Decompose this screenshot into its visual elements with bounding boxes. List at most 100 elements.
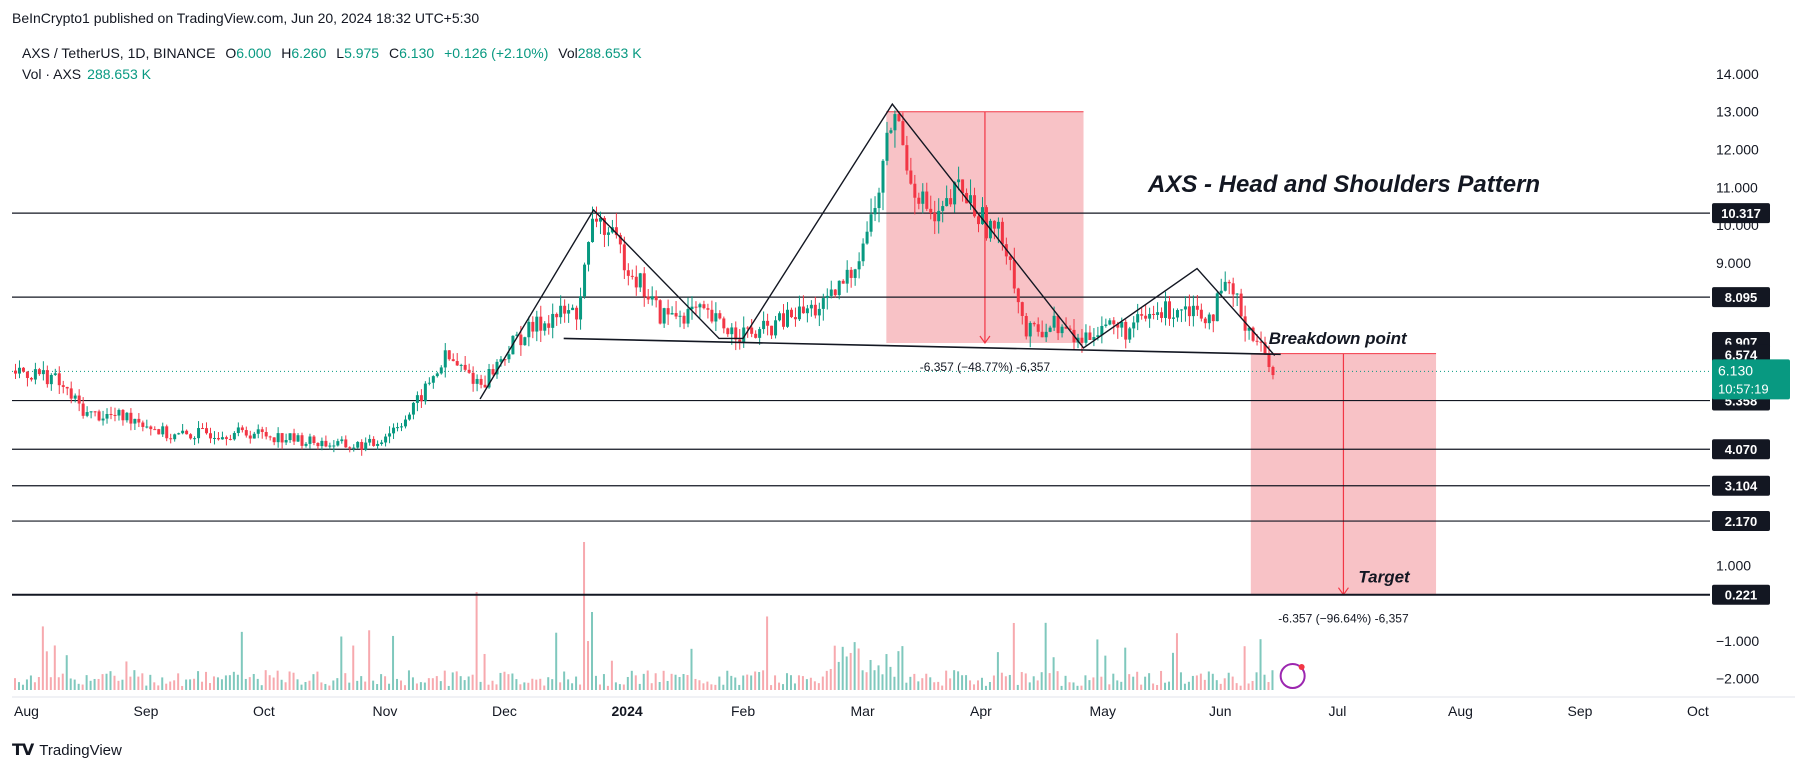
candle-body <box>714 313 718 322</box>
candle-body <box>1247 327 1251 331</box>
candle-body <box>873 208 877 215</box>
volume-bar <box>483 653 486 690</box>
candle-body <box>531 321 535 332</box>
volume-bar <box>296 679 299 690</box>
candle-body <box>324 440 328 447</box>
candle-body <box>602 217 606 235</box>
candle-body <box>841 280 845 284</box>
candle-body <box>419 395 423 402</box>
candle-body <box>364 442 368 450</box>
volume-bar <box>758 672 761 690</box>
candle-body <box>487 369 491 388</box>
volume-bar <box>360 676 363 690</box>
candle-body <box>1096 335 1100 338</box>
candle-body <box>901 121 905 146</box>
candle-body <box>185 430 189 435</box>
low-label: L <box>336 45 345 61</box>
volume-bar <box>949 678 952 690</box>
candle-body <box>165 426 169 439</box>
candle-body <box>451 359 455 362</box>
volume-bar <box>380 674 383 690</box>
volume-bar <box>730 675 733 690</box>
candle-body <box>1231 283 1235 295</box>
candle-body <box>280 433 284 443</box>
candle-body <box>491 369 495 375</box>
candle-body <box>1251 327 1255 341</box>
candle-body <box>21 367 25 372</box>
candle-body <box>117 409 121 416</box>
candle-body <box>941 206 945 211</box>
volume-bar <box>240 631 243 690</box>
volume-bar <box>165 683 168 690</box>
candle-body <box>49 374 53 385</box>
candle-body <box>1183 306 1187 310</box>
candle-body <box>197 428 201 439</box>
candle-body <box>33 369 37 380</box>
candle-body <box>499 359 503 362</box>
candle-body <box>583 264 587 297</box>
range-layer <box>886 111 1437 596</box>
candle-body <box>801 306 805 314</box>
volume-bar <box>185 679 188 690</box>
volume-bar <box>1219 683 1222 690</box>
candle-body <box>606 232 610 235</box>
vol-value: 288.653 K <box>577 45 642 61</box>
candle-body <box>475 378 479 384</box>
candle-body <box>917 197 921 204</box>
current-price-label: 6.130 <box>1718 362 1753 378</box>
candle-body <box>256 429 260 434</box>
candle-body <box>1048 327 1052 332</box>
candle-body <box>37 369 41 375</box>
volume-bar <box>1112 673 1115 690</box>
volume-bar <box>435 676 438 690</box>
candle-body <box>1179 309 1183 311</box>
volume-bar <box>388 683 391 690</box>
volume-bar <box>770 685 773 690</box>
y-tick-label: 12.000 <box>1716 141 1759 157</box>
volume-bar <box>372 680 375 690</box>
candle-body <box>69 388 73 399</box>
volume-bar <box>65 655 68 690</box>
volume-bar <box>1215 680 1218 690</box>
level-badge <box>1712 203 1770 224</box>
volume-bar <box>117 680 120 690</box>
volume-bar <box>344 673 347 690</box>
volume-bar <box>905 682 908 690</box>
volume-bar <box>1020 672 1023 690</box>
volume-bar <box>785 673 788 690</box>
volume-bar <box>201 681 204 690</box>
candle-body <box>121 409 125 421</box>
volume-bar <box>276 670 279 690</box>
volume-bar <box>563 671 566 690</box>
price-chart[interactable]: 10.3178.0955.3584.0703.1042.1700.2216.90… <box>0 0 1805 731</box>
candle-body <box>722 318 726 329</box>
volume-bar <box>961 675 964 690</box>
volume-bar <box>256 678 259 690</box>
volume-bar <box>232 671 235 690</box>
volume-legend-label[interactable]: Vol · AXS <box>22 66 82 82</box>
volume-bar <box>487 684 490 690</box>
symbol-name[interactable]: AXS / TetherUS, 1D, BINANCE <box>22 45 216 61</box>
candle-body <box>634 276 638 288</box>
volume-bar <box>594 675 597 690</box>
level-badge-label: 8.095 <box>1725 290 1758 305</box>
candle-body <box>1052 315 1056 328</box>
candle-body <box>356 441 360 448</box>
candle-body <box>682 315 686 324</box>
volume-bar <box>917 681 920 690</box>
volume-bar <box>368 630 371 690</box>
volume-bar <box>1183 683 1186 690</box>
volume-bar <box>992 675 995 690</box>
candle-body <box>236 427 240 434</box>
candle-body <box>789 309 793 318</box>
volume-bar <box>523 682 526 690</box>
candle-body <box>503 359 507 361</box>
chart-title: AXS - Head and Shoulders Pattern <box>1147 171 1540 198</box>
candle-body <box>443 350 447 368</box>
candle-body <box>833 289 837 296</box>
volume-bar <box>742 675 745 690</box>
x-tick-label: Feb <box>731 703 755 719</box>
range-arrow-head <box>979 335 991 345</box>
tradingview-logo[interactable]: 𝗧𝗩 TradingView <box>12 740 122 760</box>
candle-body <box>933 212 937 222</box>
